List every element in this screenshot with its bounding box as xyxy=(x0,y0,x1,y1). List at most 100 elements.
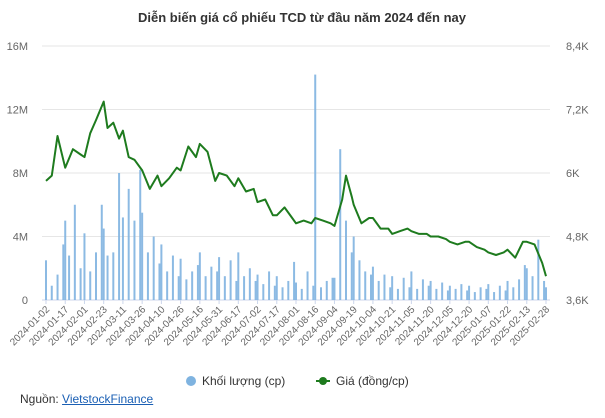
source-label: Nguồn: xyxy=(20,392,59,406)
volume-bar xyxy=(235,280,238,300)
volume-bar xyxy=(523,265,526,300)
volume-bar xyxy=(146,252,149,300)
volume-bar xyxy=(389,287,392,300)
volume-bar xyxy=(73,204,76,300)
y-axis-left: 0 4M 8M 12M 16M xyxy=(7,41,28,307)
volume-bar xyxy=(79,268,82,300)
volume-bar xyxy=(198,252,201,300)
volume-bar xyxy=(50,285,53,300)
volume-bar xyxy=(102,228,105,300)
volume-bar xyxy=(83,233,86,300)
volume-bar xyxy=(273,285,276,300)
volume-bar xyxy=(281,287,284,300)
volume-bar xyxy=(416,288,419,300)
volume-bar xyxy=(460,284,463,300)
volume-bar xyxy=(441,282,444,300)
volume-bar xyxy=(112,252,115,300)
y-right-tick-label: 7,2K xyxy=(566,105,589,117)
volume-bar xyxy=(293,261,296,300)
volume-bar xyxy=(487,284,490,300)
volume-bar xyxy=(300,288,303,300)
volume-bar xyxy=(325,280,328,300)
volume-bar xyxy=(518,279,521,300)
volume-bar xyxy=(295,282,297,300)
source: Nguồn: VietstockFinance xyxy=(20,392,153,406)
volume-bar xyxy=(56,274,59,300)
volume-bar xyxy=(185,279,188,300)
volume-bar xyxy=(133,220,136,300)
volume-bar xyxy=(306,271,309,300)
volume-bar xyxy=(358,260,361,300)
volume-bar xyxy=(64,220,67,300)
volume-bar xyxy=(454,288,457,300)
volume-bar xyxy=(68,255,71,300)
chart-title: Diễn biến giá cổ phiếu TCD từ đầu năm 20… xyxy=(138,10,467,25)
legend[interactable]: Khối lượng (cp) Giá (đồng/cp) xyxy=(186,374,409,388)
y-left-tick-label: 16M xyxy=(7,41,28,53)
volume-bar xyxy=(485,288,488,300)
y-axis-right: 3,6K 4,8K 6K 7,2K 8,4K xyxy=(566,41,589,307)
volume-bar xyxy=(139,169,142,300)
y-left-tick-label: 4M xyxy=(13,232,28,244)
volume-bar xyxy=(248,268,251,300)
volume-bar xyxy=(333,277,336,300)
volume-bar xyxy=(427,285,430,300)
volume-bar xyxy=(364,271,367,300)
volume-bar xyxy=(545,287,547,300)
volume-bar xyxy=(218,257,221,300)
price-line xyxy=(45,100,547,277)
volume-bar xyxy=(89,271,92,300)
y-right-tick-label: 4,8K xyxy=(566,232,589,244)
volume-bar xyxy=(100,204,103,300)
volume-bar xyxy=(237,252,240,300)
volume-bar xyxy=(314,74,317,300)
volume-bar xyxy=(331,277,334,300)
volume-bar xyxy=(121,217,124,300)
volume-bar xyxy=(62,244,65,300)
volume-bar xyxy=(287,280,290,300)
volume-bar xyxy=(339,149,342,300)
y-left-tick-label: 0 xyxy=(22,295,28,307)
volume-bar xyxy=(256,274,259,300)
volume-bar xyxy=(158,263,161,300)
volume-bar xyxy=(216,271,219,300)
volume-bar xyxy=(95,252,97,300)
volume-bar xyxy=(262,284,265,300)
volume-bar xyxy=(196,265,199,300)
volume-bar xyxy=(525,268,528,300)
volume-bar xyxy=(312,285,315,300)
x-axis: 2024-01-022024-01-172024-02-012024-02-23… xyxy=(8,300,552,348)
volume-bar xyxy=(160,244,163,300)
legend-price-icon xyxy=(319,377,327,385)
volume-bars xyxy=(45,74,547,300)
legend-price[interactable]: Giá (đồng/cp) xyxy=(336,374,409,388)
price-series-line xyxy=(45,100,547,277)
y-left-tick-label: 12M xyxy=(7,105,28,117)
y-right-tick-label: 3,6K xyxy=(566,295,589,307)
source-link[interactable]: VietstockFinance xyxy=(62,392,154,406)
volume-bar xyxy=(377,280,380,300)
legend-volume[interactable]: Khối lượng (cp) xyxy=(202,374,285,388)
volume-bar xyxy=(352,236,355,300)
volume-bar xyxy=(391,276,394,300)
gridlines xyxy=(42,45,550,301)
volume-bar xyxy=(421,279,424,300)
volume-bar xyxy=(171,255,174,300)
volume-bar xyxy=(435,288,438,300)
volume-bar xyxy=(345,220,347,300)
volume-bar xyxy=(268,271,271,300)
volume-bar xyxy=(210,266,213,300)
volume-bar xyxy=(127,188,130,300)
y-right-tick-label: 6K xyxy=(566,168,580,180)
y-left-tick-label: 8M xyxy=(13,168,28,180)
volume-bar xyxy=(448,285,451,300)
volume-bar xyxy=(504,290,507,300)
volume-bar xyxy=(446,290,449,300)
volume-bar xyxy=(320,287,322,300)
volume-bar xyxy=(479,287,482,300)
volume-bar xyxy=(223,276,226,300)
volume-bar xyxy=(179,258,182,300)
volume-bar xyxy=(275,276,278,300)
